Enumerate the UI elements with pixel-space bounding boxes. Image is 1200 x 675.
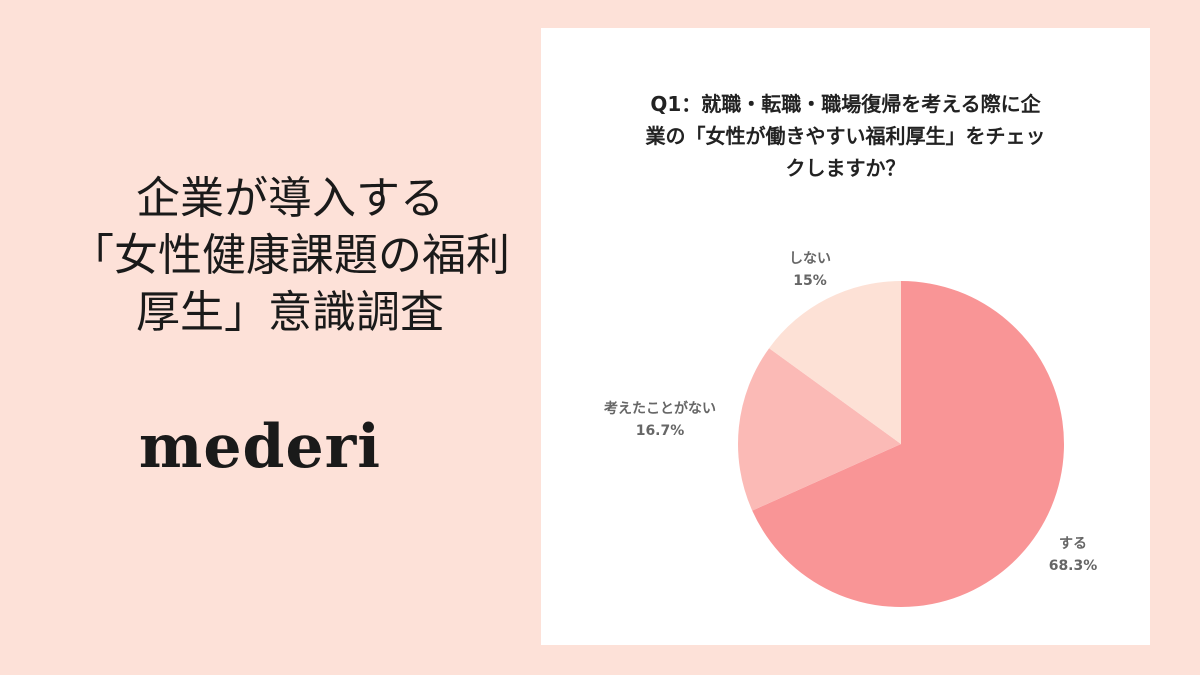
mederi-logo: mederi [138, 412, 382, 482]
headline-line: 企業が導入する [136, 173, 444, 224]
pie-slice [738, 348, 901, 511]
chart-title-line: 業の「女性が働きやすい福利厚生」をチェッ [645, 124, 1046, 148]
slice-label: 考えたことがない [604, 400, 716, 417]
headline: 企業が導入する 「女性健康課題の福利 厚生」意識調査 [40, 170, 540, 341]
pie-slice [752, 281, 1064, 607]
slice-label: する [1059, 536, 1087, 552]
chart-title-line: クしますか？ [785, 156, 906, 180]
pie-chart: する 68.3% 考えたことがない 16.7% しない 15% [604, 251, 1098, 607]
slice-value-label: 15% [793, 273, 827, 289]
slice-label: しない [789, 251, 831, 267]
slice-value-label: 68.3% [1049, 558, 1098, 574]
chart-title: Q1：就職・転職・職場復帰を考える際に企 業の「女性が働きやすい福利厚生」をチェ… [541, 88, 1150, 184]
pie-slice [769, 281, 901, 444]
slice-value-label: 16.7% [636, 423, 685, 439]
chart-panel: Q1：就職・転職・職場復帰を考える際に企 業の「女性が働きやすい福利厚生」をチェ… [541, 28, 1150, 645]
headline-line: 厚生」意識調査 [136, 287, 444, 338]
headline-line: 「女性健康課題の福利 [70, 230, 510, 281]
chart-title-line: Q1：就職・転職・職場復帰を考える際に企 [650, 92, 1041, 116]
